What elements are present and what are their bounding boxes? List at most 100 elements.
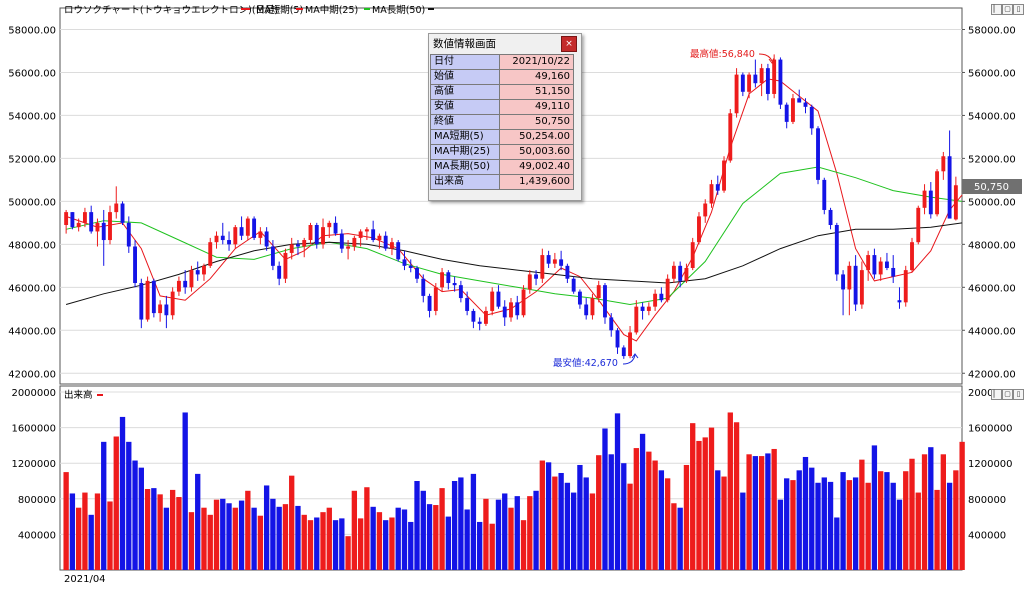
volume-bar	[395, 507, 401, 570]
volume-panel-restore-button[interactable]: ▯	[1013, 389, 1024, 400]
candle	[408, 259, 413, 273]
price-panel-maximize-button[interactable]: ▢	[1002, 4, 1013, 15]
candle-body	[866, 255, 871, 271]
candle-body	[853, 265, 858, 305]
candle-body	[189, 270, 194, 288]
price-panel-restore-button[interactable]: ▯	[1013, 4, 1024, 15]
info-row: 出来高 1,439,600	[430, 174, 574, 190]
volume-bar	[809, 467, 815, 570]
x-axis-start-label: 2021/04	[64, 574, 106, 585]
info-value: 50,003.60	[499, 144, 574, 160]
candle-body	[477, 321, 482, 324]
volume-bar	[263, 485, 270, 570]
volume-tick-left: 2000000	[11, 388, 56, 399]
candle-body	[377, 235, 382, 241]
candle-body	[534, 274, 539, 279]
candle-body	[70, 212, 75, 228]
volume-bar	[370, 506, 376, 570]
candle	[728, 108, 733, 163]
candle-body	[571, 278, 576, 292]
candle-body	[202, 265, 206, 275]
info-key: 安値	[430, 99, 500, 115]
candle	[239, 216, 244, 241]
volume-bar	[871, 445, 878, 570]
volume-series	[63, 412, 965, 570]
candle	[314, 222, 319, 249]
candle	[471, 308, 476, 329]
volume-bar	[928, 447, 934, 570]
low-arrow-head	[631, 353, 639, 359]
info-row: 始値 49,160	[430, 69, 574, 85]
price-tick-right: 52000.00	[968, 154, 1016, 165]
candle-body	[634, 306, 639, 333]
info-value: 49,002.40	[499, 159, 574, 175]
volume-bar	[702, 437, 708, 570]
candle	[640, 302, 645, 320]
candle-body	[321, 227, 325, 245]
candle	[534, 270, 539, 286]
price-tick-left: 56000.00	[8, 68, 56, 79]
volume-bar	[213, 499, 220, 570]
candle-body	[565, 265, 570, 279]
candle-body	[935, 171, 940, 215]
info-window[interactable]: 数値情報画面 × 日付 2021/10/22 始値 49,160 高値 51,150 …	[428, 33, 582, 201]
candle-body	[296, 244, 300, 247]
info-key: MA短期(5)	[430, 129, 500, 145]
candle-body	[183, 280, 188, 288]
info-key: 高値	[430, 84, 500, 100]
candle-body	[101, 222, 106, 241]
info-row: 日付 2021/10/22	[430, 54, 574, 70]
candle-body	[208, 242, 213, 266]
volume-panel-minimize-button[interactable]: ▏	[991, 389, 1002, 400]
legend-ma-mid-swatch	[296, 8, 303, 10]
candle	[227, 231, 231, 251]
candle	[89, 205, 94, 234]
candle	[928, 182, 933, 219]
price-panel-minimize-button[interactable]: ▏	[991, 4, 1002, 15]
volume-bar	[646, 451, 652, 570]
candle	[270, 240, 275, 271]
candle-body	[220, 235, 225, 241]
volume-bar	[959, 441, 965, 570]
candle	[772, 54, 777, 99]
candle-body	[903, 270, 908, 303]
price-tick-right: 44000.00	[968, 326, 1016, 337]
candle	[390, 237, 394, 256]
candle	[671, 261, 676, 284]
candle-body	[502, 306, 507, 318]
candle	[584, 298, 589, 320]
candle-body	[283, 252, 288, 279]
candle	[521, 285, 526, 318]
candle	[183, 270, 188, 294]
candle	[509, 298, 513, 322]
volume-bar	[765, 453, 771, 570]
volume-bar	[138, 467, 144, 570]
candle	[371, 220, 376, 243]
candle-body	[759, 68, 764, 84]
info-window-title: 数値情報画面	[433, 38, 496, 50]
info-value: 2021/10/22	[499, 54, 574, 70]
volume-panel-maximize-button[interactable]: ▢	[1002, 389, 1013, 400]
candle	[872, 248, 877, 279]
volume-bar	[658, 470, 665, 570]
legend-ma-short-swatch	[241, 8, 250, 10]
candle-body	[671, 265, 676, 279]
candle-body	[552, 259, 557, 264]
volume-bar	[903, 471, 909, 570]
volume-bar	[708, 427, 715, 570]
candle	[502, 300, 507, 326]
candle	[903, 265, 908, 307]
volume-bar	[671, 503, 677, 570]
candle-body	[433, 287, 438, 311]
candle	[621, 345, 626, 359]
candle-body	[590, 298, 595, 316]
candle	[170, 287, 175, 320]
volume-bar	[151, 488, 157, 570]
candle-body	[458, 285, 463, 299]
candle	[308, 222, 313, 245]
volume-bar	[721, 476, 727, 570]
candle	[628, 325, 632, 359]
candle-body	[621, 347, 626, 357]
info-window-close-button[interactable]: ×	[561, 36, 577, 52]
volume-bar	[176, 497, 182, 570]
